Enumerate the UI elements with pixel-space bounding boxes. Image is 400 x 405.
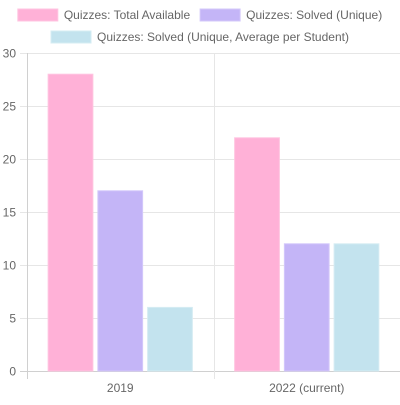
bar[interactable] <box>47 73 94 372</box>
bars <box>47 73 380 372</box>
x-tick-label: 2019 <box>107 381 134 395</box>
legend-item[interactable]: Quizzes: Solved (Unique) <box>199 8 382 22</box>
y-tick-label: 20 <box>3 153 17 167</box>
legend-label: Quizzes: Total Available <box>64 8 191 22</box>
legend-swatch <box>199 8 241 22</box>
bar[interactable] <box>234 137 280 372</box>
legend-label: Quizzes: Solved (Unique, Average per Stu… <box>97 30 349 44</box>
y-tick-label: 30 <box>3 47 17 61</box>
legend: Quizzes: Total Available Quizzes: Solved … <box>17 8 382 44</box>
y-axis-ticks: 0 5 10 15 20 25 30 <box>3 47 17 379</box>
y-tick-label: 10 <box>3 259 17 273</box>
bar[interactable] <box>147 306 193 372</box>
bar[interactable] <box>333 243 380 372</box>
legend-swatch <box>50 30 92 44</box>
x-axis-ticks: 2019 2022 (current) <box>107 381 345 395</box>
bar[interactable] <box>97 190 144 372</box>
legend-label: Quizzes: Solved (Unique) <box>246 8 382 22</box>
y-tick-label: 0 <box>9 365 16 379</box>
y-tick-label: 5 <box>9 312 16 326</box>
x-tick-label: 2022 (current) <box>269 381 344 395</box>
legend-swatch <box>17 8 59 22</box>
bar[interactable] <box>283 243 330 372</box>
y-tick-label: 25 <box>3 100 17 114</box>
y-tick-label: 15 <box>3 206 17 220</box>
legend-item[interactable]: Quizzes: Solved (Unique, Average per Stu… <box>50 30 349 44</box>
legend-item[interactable]: Quizzes: Total Available <box>17 8 191 22</box>
